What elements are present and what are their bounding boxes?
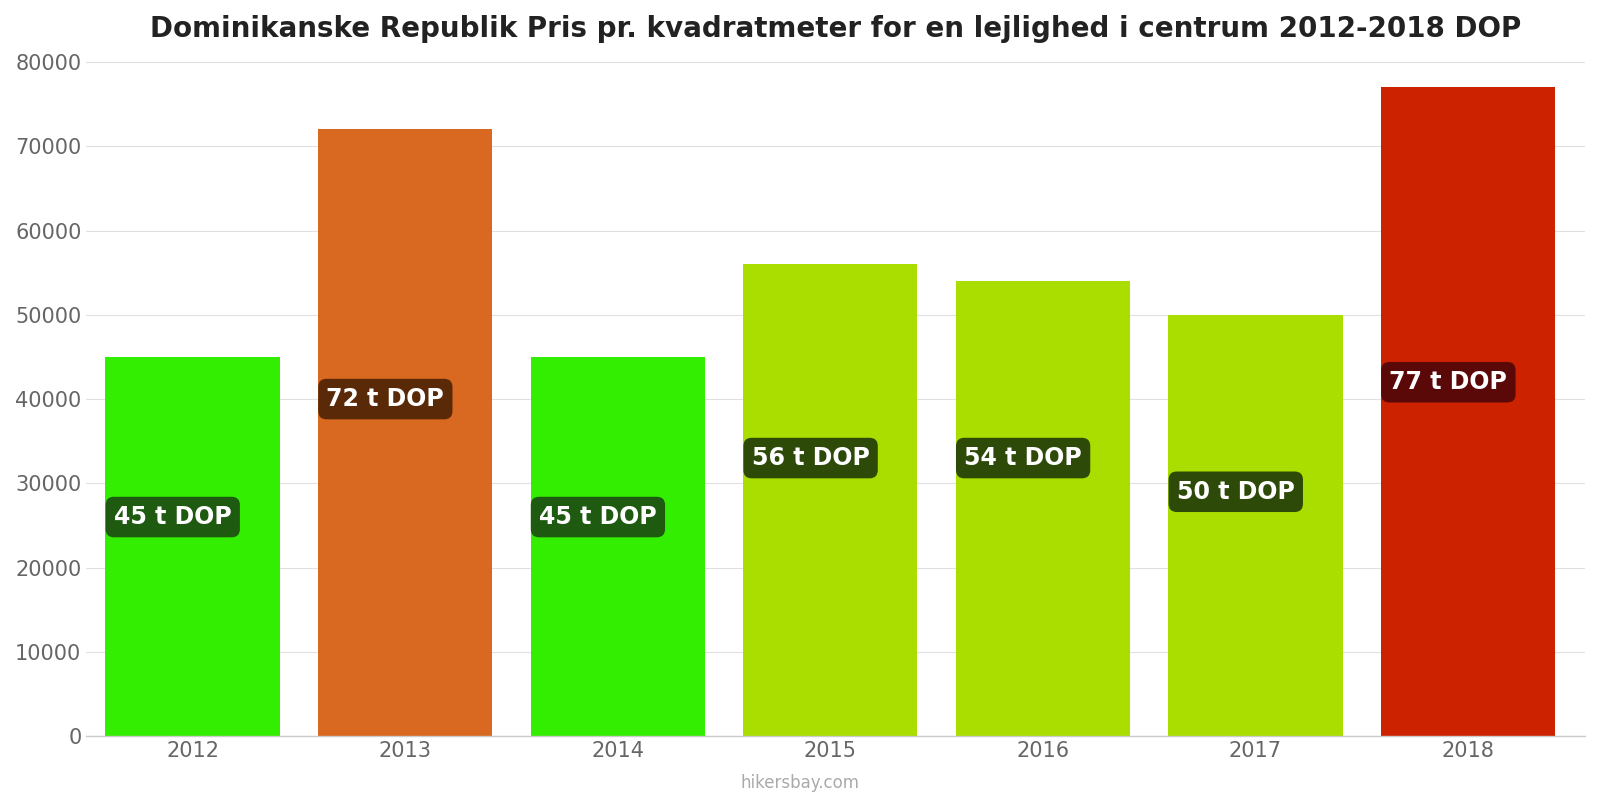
Text: 45 t DOP: 45 t DOP: [539, 505, 658, 529]
Text: 72 t DOP: 72 t DOP: [326, 387, 445, 411]
Bar: [1168, 315, 1342, 736]
Text: hikersbay.com: hikersbay.com: [741, 774, 859, 792]
Bar: [106, 357, 280, 736]
Text: 50 t DOP: 50 t DOP: [1178, 480, 1294, 504]
Text: 56 t DOP: 56 t DOP: [752, 446, 869, 470]
Bar: [955, 281, 1130, 736]
Text: 54 t DOP: 54 t DOP: [965, 446, 1082, 470]
Text: 77 t DOP: 77 t DOP: [1389, 370, 1507, 394]
Title: Dominikanske Republik Pris pr. kvadratmeter for en lejlighed i centrum 2012-2018: Dominikanske Republik Pris pr. kvadratme…: [150, 15, 1522, 43]
Bar: [742, 264, 917, 736]
Bar: [1381, 87, 1555, 736]
Bar: [318, 130, 493, 736]
Text: 45 t DOP: 45 t DOP: [114, 505, 232, 529]
Bar: [531, 357, 706, 736]
